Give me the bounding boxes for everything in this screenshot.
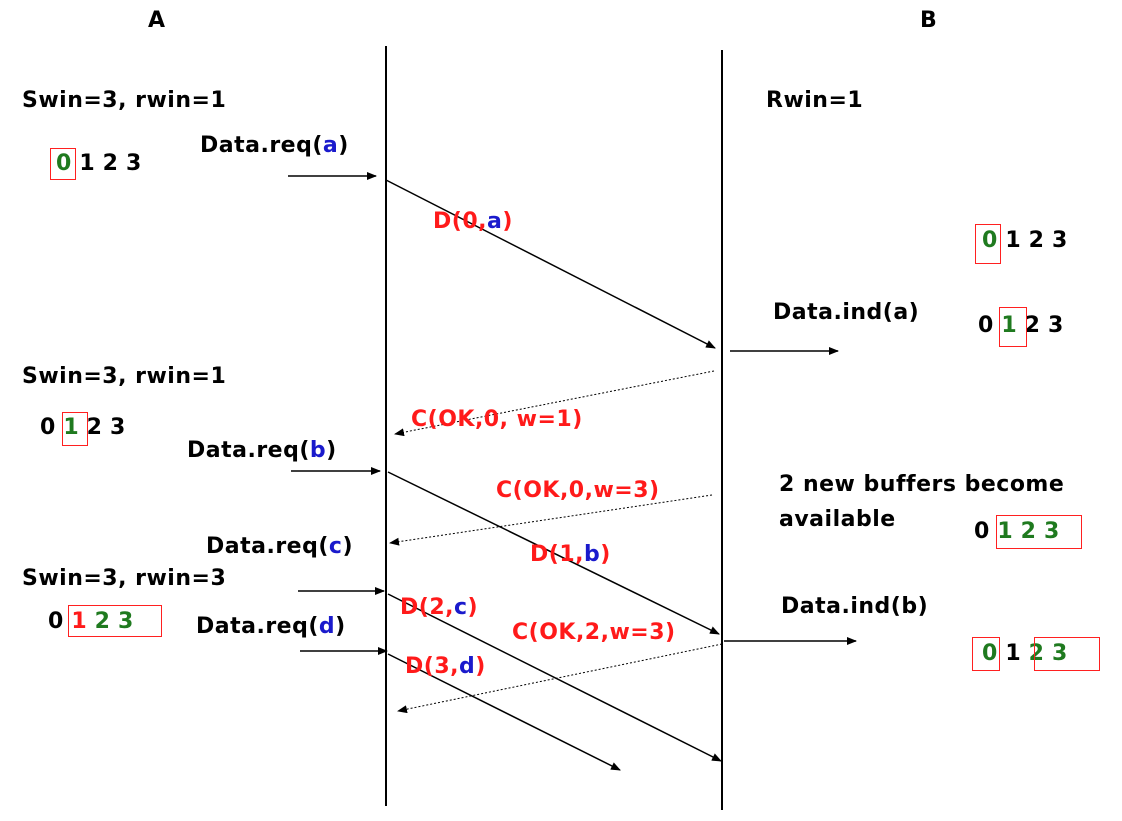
sender-window-2-box [62,412,88,446]
receiver-window-4b-box [1034,637,1100,671]
frame-d0-arrow [385,179,716,349]
entity-b-label: B [920,8,938,33]
data-ind-a-label: Data.ind(a) [773,300,920,325]
entity-a-label: A [148,8,166,33]
frame-d3-arrow [387,653,621,771]
frame-d2-label: D(2,c) [400,595,479,620]
control-c1-label: C(OK,0, w=1) [411,407,583,432]
frame-d2-arrow [387,593,722,762]
sender-state-2: Swin=3, rwin=1 [22,364,227,389]
receiver-window-3-box [996,515,1082,549]
data-req-c-label: Data.req(c) [206,534,354,559]
buffers-note-line1: 2 new buffers become [779,472,1065,497]
sender-window-1-box [50,148,76,180]
receiver-window-1-box [975,224,1001,264]
buffers-note-line2: available [779,507,896,532]
frame-d0-label: D(0,a) [433,209,513,234]
frame-d1-label: D(1,b) [530,542,611,567]
frame-d3-label: D(3,d) [405,654,486,679]
control-c2-label: C(OK,0,w=3) [496,478,660,503]
data-req-b-label: Data.req(b) [187,438,337,463]
sender-state-3: Swin=3, rwin=3 [22,566,227,591]
data-req-a-label: Data.req(a) [200,133,349,158]
receiver-window-label: Rwin=1 [766,88,864,113]
control-c3-arrow [397,643,723,714]
sender-window-3-box [68,605,162,637]
receiver-window-2-box [999,307,1027,347]
data-ind-b-label: Data.ind(b) [781,594,929,619]
data-req-d-label: Data.req(d) [196,614,346,639]
control-c3-label: C(OK,2,w=3) [512,620,676,645]
sender-state-1: Swin=3, rwin=1 [22,88,227,113]
receiver-window-4a-box [972,637,1000,671]
frame-d1-arrow [387,471,720,635]
